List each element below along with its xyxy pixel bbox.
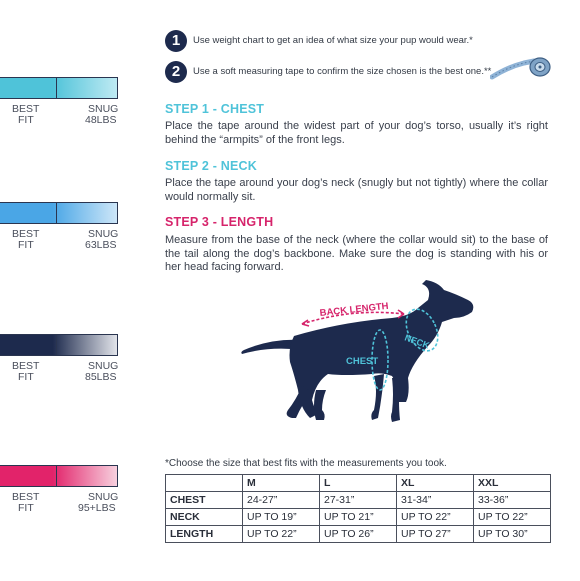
back-length-arrow	[301, 311, 405, 325]
header-cell	[165, 474, 243, 492]
step-number-icon: 1	[165, 30, 187, 52]
step-1-title: STEP 1 - CHEST	[165, 102, 265, 116]
table-cell: 33-36”	[473, 491, 551, 509]
step-number-icon: 2	[165, 61, 187, 83]
snug-label: SNUG	[88, 103, 119, 115]
step-3-text: Measure from the base of the neck (where…	[165, 234, 548, 273]
header-cell: XL	[396, 474, 474, 492]
scale-bar-95	[0, 465, 118, 487]
table-row: LENGTH UP TO 22” UP TO 26” UP TO 27” UP …	[165, 525, 551, 543]
table-cell: UP TO 22”	[396, 508, 474, 526]
table-cell: UP TO 27”	[396, 525, 474, 543]
row-label: LENGTH	[165, 525, 243, 543]
row-label: NECK	[165, 508, 243, 526]
fit-label: FIT	[18, 114, 34, 126]
chest-loop	[371, 329, 389, 391]
best-label: BEST	[12, 228, 40, 240]
back-length-label: BACK LENGTH	[319, 301, 389, 319]
table-cell: UP TO 21”	[319, 508, 397, 526]
table-cell: 31-34”	[396, 491, 474, 509]
scale-bar-48	[0, 77, 118, 99]
scale-bar-85	[0, 334, 118, 356]
dog-silhouette-icon	[241, 280, 474, 422]
step-1-text: Place the tape around the widest part of…	[165, 120, 548, 146]
header-cell: XXL	[473, 474, 551, 492]
table-cell: UP TO 19”	[242, 508, 320, 526]
step-3-title: STEP 3 - LENGTH	[165, 215, 274, 229]
best-label: BEST	[12, 360, 40, 372]
fit-label: FIT	[18, 239, 34, 251]
table-row: NECK UP TO 19” UP TO 21” UP TO 22” UP TO…	[165, 508, 551, 526]
table-cell: 27-31”	[319, 491, 397, 509]
best-label: BEST	[12, 491, 40, 503]
header-cell: M	[242, 474, 320, 492]
snug-label: SNUG	[88, 491, 119, 503]
snug-label: SNUG	[88, 360, 119, 372]
row-label: CHEST	[165, 491, 243, 509]
snug-label: SNUG	[88, 228, 119, 240]
measuring-tape-icon	[490, 57, 551, 80]
weight-label: 85LBS	[85, 371, 117, 383]
step-2-text: Place the tape around your dog’s neck (s…	[165, 177, 548, 203]
neck-loop	[405, 308, 439, 352]
table-cell: UP TO 22”	[473, 508, 551, 526]
table-cell: UP TO 26”	[319, 525, 397, 543]
chest-label: CHEST	[346, 356, 378, 367]
dog-measurement-diagram: BACK LENGTH NECK CHEST	[241, 280, 474, 422]
table-caption: *Choose the size that best fits with the…	[165, 458, 447, 469]
scale-bar-63	[0, 202, 118, 224]
weight-label: 63LBS	[85, 239, 117, 251]
size-table: M L XL XXL CHEST 24-27” 27-31” 31-34” 33…	[165, 474, 551, 543]
table-cell: UP TO 22”	[242, 525, 320, 543]
fit-label: FIT	[18, 371, 34, 383]
table-row: CHEST 24-27” 27-31” 31-34” 33-36”	[165, 491, 551, 509]
fit-label: FIT	[18, 502, 34, 514]
header-cell: L	[319, 474, 397, 492]
weight-label: 95+LBS	[78, 502, 116, 514]
step-2-title: STEP 2 - NECK	[165, 159, 257, 173]
tip-text: Use a soft measuring tape to confirm the…	[193, 66, 492, 77]
table-cell: 24-27”	[242, 491, 320, 509]
best-label: BEST	[12, 103, 40, 115]
tip-text: Use weight chart to get an idea of what …	[193, 35, 473, 46]
weight-label: 48LBS	[85, 114, 117, 126]
table-cell: UP TO 30”	[473, 525, 551, 543]
table-header-row: M L XL XXL	[165, 474, 551, 492]
